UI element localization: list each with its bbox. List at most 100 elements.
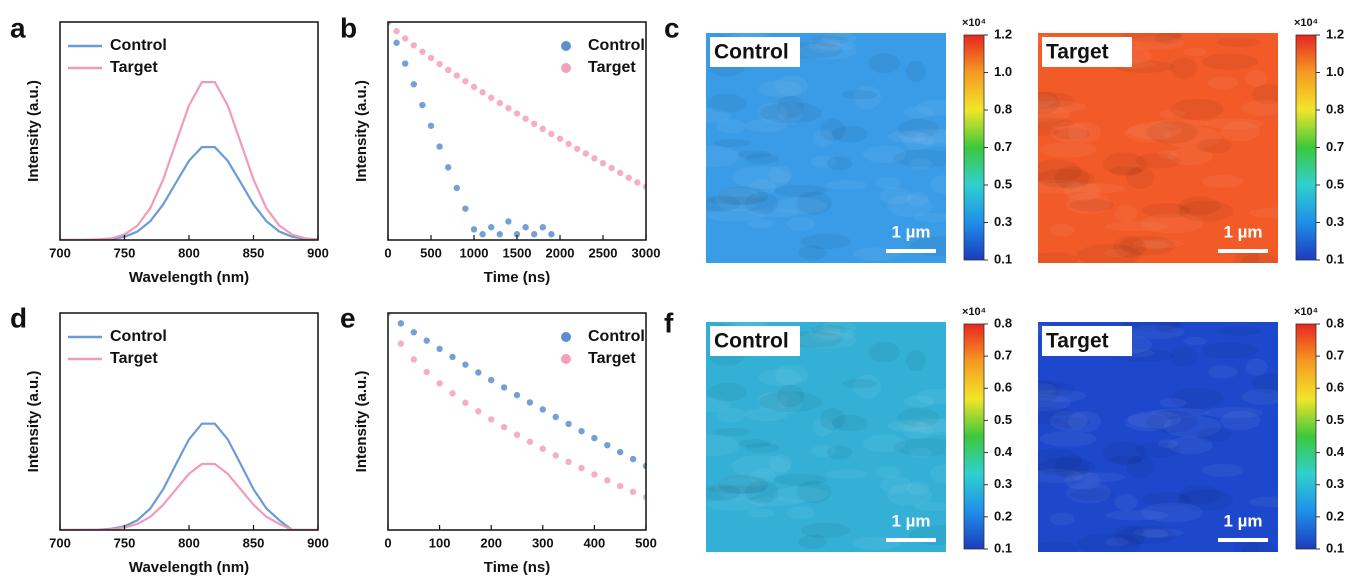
texture-blob xyxy=(826,445,853,460)
series-line xyxy=(60,422,318,530)
texture-blob xyxy=(1241,99,1278,116)
texture-blob xyxy=(879,187,912,205)
texture-blob xyxy=(1038,394,1072,412)
data-point xyxy=(629,488,637,495)
texture-blob xyxy=(757,391,789,412)
colorbar-multiplier: ×10⁴ xyxy=(1294,306,1318,318)
texture-blob xyxy=(749,208,799,218)
texture-blob xyxy=(841,90,878,100)
texture-blob xyxy=(731,454,791,479)
texture-blob xyxy=(1202,342,1258,359)
texture-blob xyxy=(778,102,803,125)
data-point xyxy=(642,462,646,470)
texture-blob xyxy=(745,191,779,215)
data-point xyxy=(488,376,495,384)
data-point xyxy=(397,320,405,327)
texture-blob xyxy=(715,476,762,501)
texture-blob xyxy=(1049,512,1075,526)
data-point xyxy=(470,226,478,233)
texture-blob xyxy=(1071,472,1126,483)
texture-blob xyxy=(744,153,780,165)
texture-blob xyxy=(774,364,808,386)
texture-blob xyxy=(908,447,933,459)
texture-blob xyxy=(1127,121,1182,140)
colorbar xyxy=(1295,323,1317,550)
data-point xyxy=(479,89,486,96)
texture-blob xyxy=(826,156,853,171)
y-axis-label: Intensity (a.u.) xyxy=(25,80,42,182)
texture-blob xyxy=(800,522,851,539)
data-point xyxy=(526,438,534,445)
panel-label: b xyxy=(340,12,357,43)
texture-blob xyxy=(706,145,740,168)
texture-blob xyxy=(930,464,946,483)
texture-blob xyxy=(1245,358,1268,376)
x-tick-label: 0 xyxy=(384,245,391,260)
texture-blob xyxy=(897,407,940,428)
colorbar-tick-label: 0.7 xyxy=(994,348,1012,363)
texture-blob xyxy=(1038,457,1095,477)
data-point xyxy=(462,78,469,85)
data-point xyxy=(500,384,508,391)
axes-frame xyxy=(387,312,647,531)
colorbar-tick-label: 1.0 xyxy=(1326,64,1344,79)
texture-blob xyxy=(815,39,856,51)
map-texture xyxy=(706,33,946,261)
scale-bar-label: 1 µm xyxy=(1223,222,1262,241)
x-tick-label: 850 xyxy=(243,535,265,550)
texture-blob xyxy=(758,80,802,98)
texture-blob xyxy=(1124,413,1172,432)
texture-blob xyxy=(798,245,827,261)
data-point xyxy=(505,105,512,112)
texture-blob xyxy=(1038,468,1083,483)
texture-blob xyxy=(1124,124,1172,143)
texture-blob xyxy=(1038,448,1082,473)
texture-blob xyxy=(853,85,881,110)
panel-label: c xyxy=(664,12,680,43)
texture-blob xyxy=(930,175,946,194)
texture-blob xyxy=(1126,455,1155,478)
texture-blob xyxy=(1113,525,1147,547)
texture-blob xyxy=(1126,166,1155,189)
data-point xyxy=(642,183,646,190)
texture-blob xyxy=(808,37,841,53)
texture-blob xyxy=(825,180,868,190)
legend-swatch xyxy=(561,332,571,342)
x-tick-label: 2500 xyxy=(589,245,618,260)
colorbar-tick-label: 0.7 xyxy=(1326,139,1344,154)
texture-blob xyxy=(898,128,946,145)
legend-label: Target xyxy=(110,59,158,76)
texture-blob xyxy=(731,165,791,190)
data-point xyxy=(513,231,521,238)
texture-blob xyxy=(1208,365,1238,379)
colorbar xyxy=(1295,34,1317,261)
colorbar-tick-label: 0.6 xyxy=(994,380,1012,395)
data-point xyxy=(526,399,534,406)
texture-blob xyxy=(1241,388,1278,405)
colorbar-tick-label: 0.8 xyxy=(1326,101,1344,116)
texture-blob xyxy=(744,407,788,422)
colorbar-multiplier: ×10⁴ xyxy=(1294,17,1318,29)
texture-blob xyxy=(1163,415,1222,438)
data-point xyxy=(552,452,559,459)
texture-blob xyxy=(707,382,747,402)
x-tick-label: 1000 xyxy=(460,245,489,260)
data-point xyxy=(427,54,435,62)
texture-blob xyxy=(1105,248,1129,258)
texture-blob xyxy=(1121,322,1182,332)
map-label-box xyxy=(710,37,800,67)
texture-blob xyxy=(1201,463,1244,477)
texture-blob xyxy=(1159,108,1187,119)
texture-blob xyxy=(875,466,902,478)
texture-blob xyxy=(1216,37,1261,47)
texture-blob xyxy=(706,108,731,124)
texture-blob xyxy=(1071,183,1126,194)
texture-blob xyxy=(1234,250,1260,263)
texture-blob xyxy=(1038,127,1061,136)
axes-frame xyxy=(59,312,319,531)
data-point xyxy=(462,399,469,406)
texture-blob xyxy=(1105,537,1129,547)
texture-blob xyxy=(1069,487,1114,501)
data-point xyxy=(475,369,482,376)
texture-blob xyxy=(706,484,741,501)
